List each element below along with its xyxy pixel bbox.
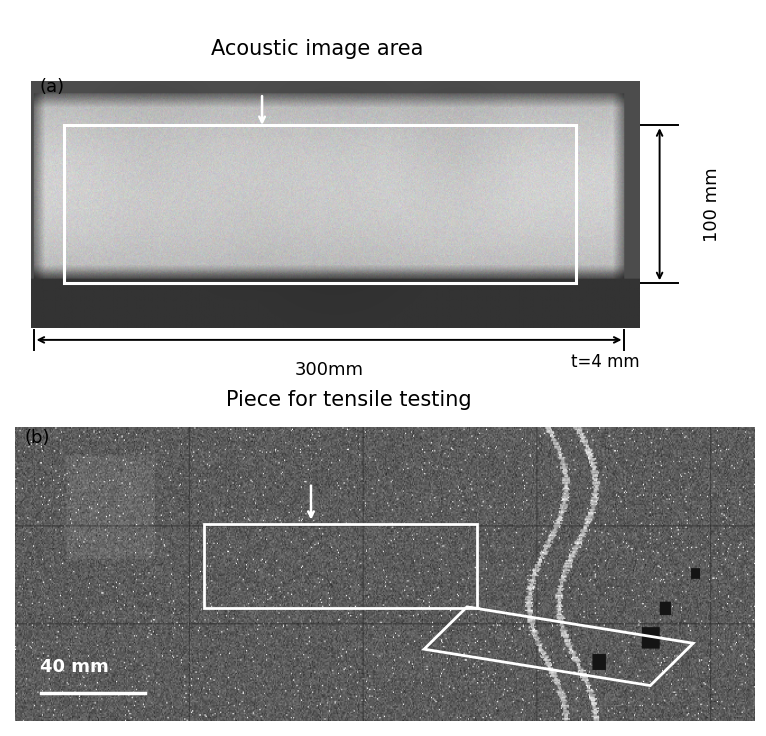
Text: 300mm: 300mm [295, 361, 364, 378]
Text: (b): (b) [25, 429, 51, 447]
Bar [64, 125, 576, 283]
Text: 40 mm: 40 mm [40, 658, 109, 676]
Bar [424, 607, 693, 685]
Text: 100 mm: 100 mm [703, 167, 721, 241]
Text: t=4 mm: t=4 mm [571, 353, 640, 371]
Text: Piece for tensile testing: Piece for tensile testing [227, 390, 472, 410]
Text: Acoustic image area: Acoustic image area [211, 39, 423, 60]
Text: (a): (a) [40, 78, 65, 96]
Bar [204, 524, 477, 608]
